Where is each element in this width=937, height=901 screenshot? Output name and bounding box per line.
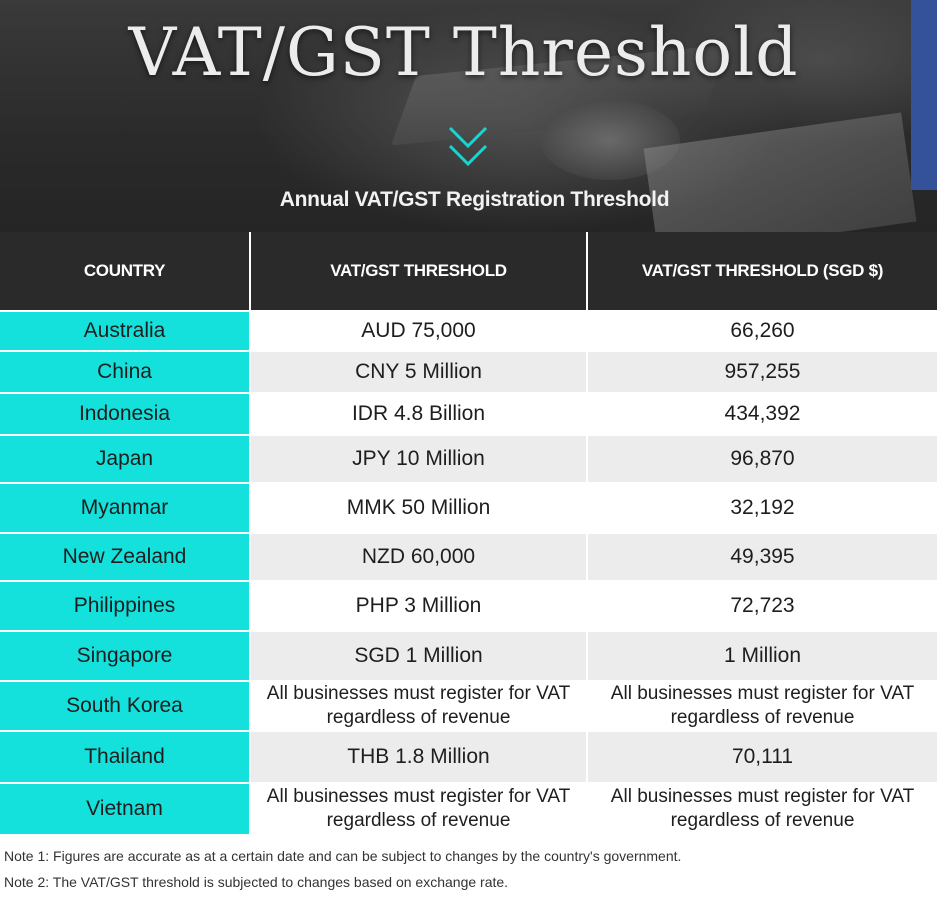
country-cell: Japan [0, 436, 249, 482]
header-threshold-sgd: VAT/GST THRESHOLD (SGD $) [586, 232, 937, 310]
table-row: Myanmar MMK 50 Million 32,192 [0, 482, 937, 532]
threshold-cell: THB 1.8 Million [249, 732, 586, 782]
threshold-sgd-cell: All businesses must register for VAT reg… [586, 784, 937, 834]
threshold-sgd-cell: 32,192 [586, 484, 937, 532]
table-row: Indonesia IDR 4.8 Billion 434,392 [0, 392, 937, 434]
country-cell: Indonesia [0, 394, 249, 434]
threshold-cell: All businesses must register for VAT reg… [249, 682, 586, 730]
threshold-sgd-cell: 49,395 [586, 534, 937, 580]
country-cell: Myanmar [0, 484, 249, 532]
threshold-sgd-cell: 434,392 [586, 394, 937, 434]
threshold-cell: MMK 50 Million [249, 484, 586, 532]
country-cell: Singapore [0, 632, 249, 680]
table-row: Philippines PHP 3 Million 72,723 [0, 580, 937, 630]
background-paper-shape [643, 112, 917, 232]
threshold-sgd-cell: 70,111 [586, 732, 937, 782]
threshold-cell: AUD 75,000 [249, 312, 586, 350]
double-chevron-down-icon [448, 126, 488, 167]
threshold-cell: SGD 1 Million [249, 632, 586, 680]
page-subtitle: Annual VAT/GST Registration Threshold [279, 188, 670, 211]
table-row: South Korea All businesses must register… [0, 680, 937, 730]
note-2: Note 2: The VAT/GST threshold is subject… [4, 874, 509, 890]
threshold-sgd-cell: 66,260 [586, 312, 937, 350]
country-cell: Philippines [0, 582, 249, 630]
country-cell: South Korea [0, 682, 249, 730]
table-row: Japan JPY 10 Million 96,870 [0, 434, 937, 482]
threshold-sgd-cell: 1 Million [586, 632, 937, 680]
table-row: Singapore SGD 1 Million 1 Million [0, 630, 937, 680]
table-row: Vietnam All businesses must register for… [0, 782, 937, 834]
header-threshold: VAT/GST THRESHOLD [249, 232, 586, 310]
country-cell: Thailand [0, 732, 249, 782]
threshold-sgd-cell: 96,870 [586, 436, 937, 482]
note-1: Note 1: Figures are accurate as at a cer… [4, 848, 682, 864]
threshold-sgd-cell: 72,723 [586, 582, 937, 630]
threshold-cell: CNY 5 Million [249, 352, 586, 392]
blue-accent-strip [911, 0, 937, 190]
footnotes: Note 1: Figures are accurate as at a cer… [4, 846, 934, 898]
threshold-table: COUNTRY VAT/GST THRESHOLD VAT/GST THRESH… [0, 232, 937, 834]
table-row: Thailand THB 1.8 Million 70,111 [0, 730, 937, 782]
threshold-sgd-cell: All businesses must register for VAT reg… [586, 682, 937, 730]
threshold-cell: NZD 60,000 [249, 534, 586, 580]
country-cell: Vietnam [0, 784, 249, 834]
threshold-sgd-cell: 957,255 [586, 352, 937, 392]
threshold-cell: All businesses must register for VAT reg… [249, 784, 586, 834]
country-cell: New Zealand [0, 534, 249, 580]
threshold-cell: PHP 3 Million [249, 582, 586, 630]
threshold-cell: IDR 4.8 Billion [249, 394, 586, 434]
table-row: New Zealand NZD 60,000 49,395 [0, 532, 937, 580]
page-title: VAT/GST Threshold [128, 14, 799, 91]
table-row: Australia AUD 75,000 66,260 [0, 310, 937, 350]
header-country: COUNTRY [83, 261, 166, 280]
threshold-cell: JPY 10 Million [249, 436, 586, 482]
table-row: China CNY 5 Million 957,255 [0, 350, 937, 392]
country-cell: China [0, 352, 249, 392]
country-cell: Australia [0, 312, 249, 350]
header-banner: VAT/GST Threshold Annual VAT/GST Registr… [0, 0, 937, 232]
table-header: COUNTRY VAT/GST THRESHOLD VAT/GST THRESH… [0, 232, 937, 310]
